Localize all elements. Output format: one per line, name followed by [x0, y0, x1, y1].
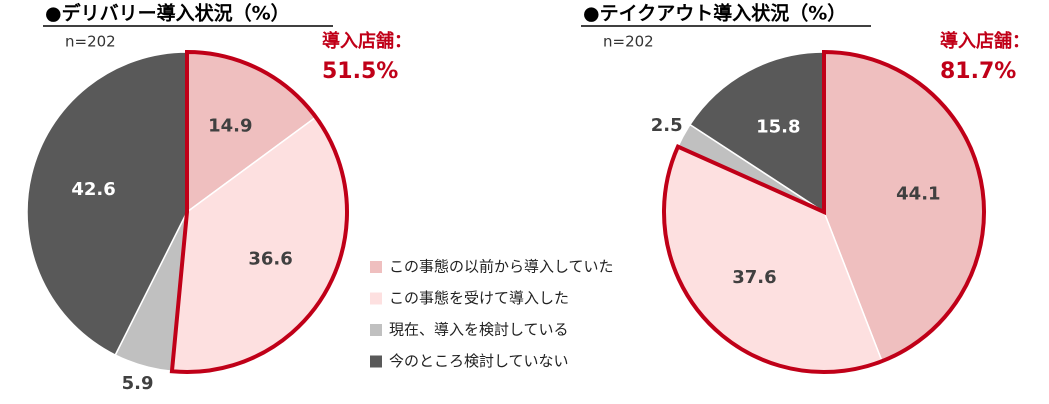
- slice-label: 5.9: [122, 373, 154, 394]
- slice-label: 42.6: [71, 179, 115, 200]
- adoption-value: 51.5%: [322, 59, 398, 84]
- sample-size: n=202: [65, 33, 116, 51]
- adoption-label: 導入店舗：: [940, 30, 1030, 52]
- legend-label: この事態の以前から導入していた: [389, 258, 614, 276]
- sample-size: n=202: [603, 33, 654, 51]
- legend-label: 現在、導入を検討している: [389, 321, 569, 339]
- slice-label: 2.5: [651, 115, 683, 136]
- slice-label: 37.6: [732, 267, 776, 288]
- legend-label: この事態を受けて導入した: [389, 289, 569, 307]
- chart-title: ●デリバリー導入状況（%）: [45, 2, 290, 25]
- adoption-outline: [662, 49, 986, 374]
- legend-swatch: [370, 355, 382, 368]
- pie-slice: [26, 51, 188, 357]
- adoption-outline: [169, 49, 349, 374]
- legend-swatch: [370, 324, 382, 336]
- legend-label: 今のところ検討していない: [389, 352, 569, 370]
- legend-swatch: [370, 261, 382, 273]
- slice-label: 36.6: [248, 248, 292, 269]
- slice-label: 15.8: [756, 117, 800, 138]
- slice-label: 44.1: [896, 183, 940, 204]
- pie-slice: [688, 51, 825, 214]
- slice-label: 14.9: [208, 115, 252, 136]
- adoption-value: 81.7%: [940, 59, 1016, 84]
- adoption-label: 導入店舗：: [322, 30, 412, 52]
- legend-swatch: [370, 292, 382, 305]
- chart-title: ●テイクアウト導入状況（%）: [583, 2, 846, 25]
